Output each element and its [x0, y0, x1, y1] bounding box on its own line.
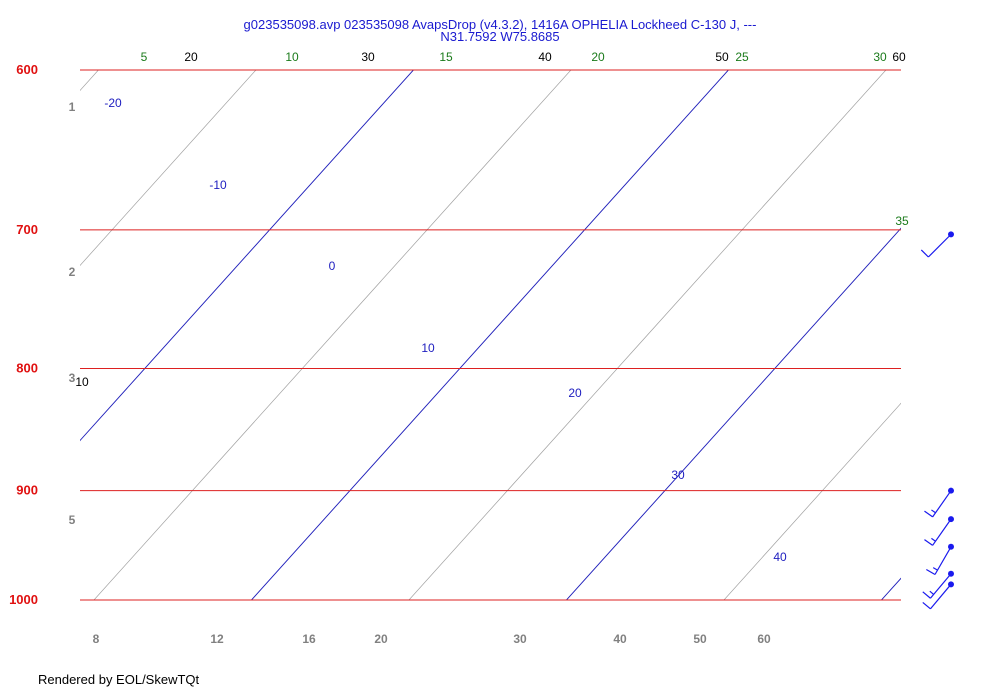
isotherm-line — [80, 70, 415, 442]
isotherm-line — [250, 70, 730, 600]
wind-barb-flag — [924, 539, 933, 546]
wind-barb — [922, 581, 954, 610]
moist-adiabat-label: 15 — [439, 50, 453, 64]
wind-barb — [924, 487, 954, 518]
wind-barb-half-flag — [931, 509, 936, 514]
wind-barb-shaft — [929, 583, 952, 610]
mixing-ratio-label: 30 — [513, 632, 527, 646]
pressure-label: 600 — [16, 62, 38, 77]
isotherm-label: -10 — [209, 178, 227, 192]
wind-barb — [926, 543, 954, 576]
moist-adiabat-label: 5 — [141, 50, 148, 64]
guide-line — [80, 70, 99, 92]
wind-barb-shaft — [927, 233, 952, 258]
height-label: 1 — [69, 100, 76, 114]
wind-barb-flag — [922, 601, 931, 610]
isotherm-label: 40 — [773, 550, 787, 564]
wind-barb-half-flag — [929, 590, 935, 595]
wind-barb-flag — [922, 591, 931, 599]
guide-line — [880, 577, 901, 600]
dry-adiabat-label: 20 — [184, 50, 198, 64]
mixing-ratio-label: 16 — [302, 632, 316, 646]
dry-adiabat-label: 30 — [361, 50, 375, 64]
wind-barb-flag — [924, 510, 933, 518]
guide-line — [250, 70, 729, 600]
wind-barb-shaft — [929, 573, 952, 599]
guide-line — [80, 70, 414, 442]
mixing-ratio-label: 8 — [93, 632, 100, 646]
moist-adiabat-label: 20 — [591, 50, 605, 64]
guide-line — [993, 0, 1000, 651]
isotherm-label: -20 — [104, 96, 122, 110]
wind-barbs — [920, 231, 954, 610]
guide-line — [93, 70, 572, 600]
wind-barb — [922, 570, 954, 599]
isobar-lines — [80, 69, 901, 601]
guide-line — [80, 70, 257, 267]
isotherm-line — [565, 227, 901, 600]
moist-adiabat-label: 10 — [285, 50, 299, 64]
dry-adiabat-label: 10 — [75, 375, 89, 389]
dry-adiabat-label: 40 — [538, 50, 552, 64]
isotherm-label: 0 — [329, 259, 336, 273]
chart-title: g023535098.avp 023535098 AvapsDrop (v4.3… — [244, 17, 757, 32]
wind-barb-flag — [920, 249, 929, 258]
wind-barb — [920, 231, 954, 258]
height-label: 5 — [69, 513, 76, 527]
wind-barb-half-flag — [932, 567, 938, 571]
pressure-label: 1000 — [9, 592, 38, 607]
wind-barb-shaft — [934, 546, 952, 575]
chart-subtitle: N31.7592 W75.8685 — [440, 29, 559, 44]
wind-barb-half-flag — [931, 537, 936, 542]
guide-line — [565, 227, 901, 600]
pressure-label: 900 — [16, 483, 38, 498]
guide-line — [408, 70, 887, 600]
mixing-ratio-label: 12 — [210, 632, 224, 646]
guide-line — [723, 402, 901, 600]
wind-barb-flag — [926, 568, 936, 576]
pressure-label: 700 — [16, 222, 38, 237]
isotherm-line — [880, 577, 901, 600]
wind-barb — [924, 516, 954, 546]
isotherm-label: 30 — [671, 468, 685, 482]
grid-lines — [80, 0, 1000, 651]
isotherm-label: 10 — [421, 341, 435, 355]
isotherm-label: 20 — [568, 386, 582, 400]
height-label: 3 — [69, 371, 76, 385]
dry-adiabat-label: 60 — [892, 50, 906, 64]
dry-adiabat-label: 50 — [715, 50, 729, 64]
height-label: 2 — [69, 265, 76, 279]
mixing-ratio-label: 50 — [693, 632, 707, 646]
mixing-ratio-label: 20 — [374, 632, 388, 646]
pressure-label: 800 — [16, 360, 38, 375]
mixing-ratio-label: 60 — [757, 632, 771, 646]
render-credit: Rendered by EOL/SkewTQt — [38, 672, 200, 687]
moist-adiabat-label: 30 — [873, 50, 887, 64]
wind-barb-shaft — [932, 518, 952, 546]
wind-barb-shaft — [932, 490, 952, 518]
moist-adiabat-label: 35 — [895, 214, 909, 228]
mixing-ratio-label: 40 — [613, 632, 627, 646]
moist-adiabat-label: 25 — [735, 50, 749, 64]
